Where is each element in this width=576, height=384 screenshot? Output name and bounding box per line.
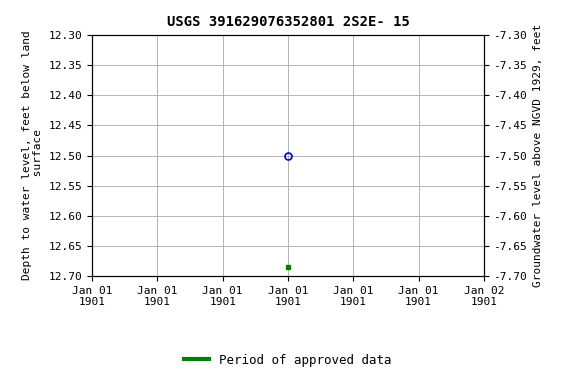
Title: USGS 391629076352801 2S2E- 15: USGS 391629076352801 2S2E- 15 xyxy=(166,15,410,29)
Y-axis label: Groundwater level above NGVD 1929, feet: Groundwater level above NGVD 1929, feet xyxy=(533,24,543,287)
Legend: Period of approved data: Period of approved data xyxy=(179,349,397,372)
Y-axis label: Depth to water level, feet below land
 surface: Depth to water level, feet below land su… xyxy=(21,31,43,280)
